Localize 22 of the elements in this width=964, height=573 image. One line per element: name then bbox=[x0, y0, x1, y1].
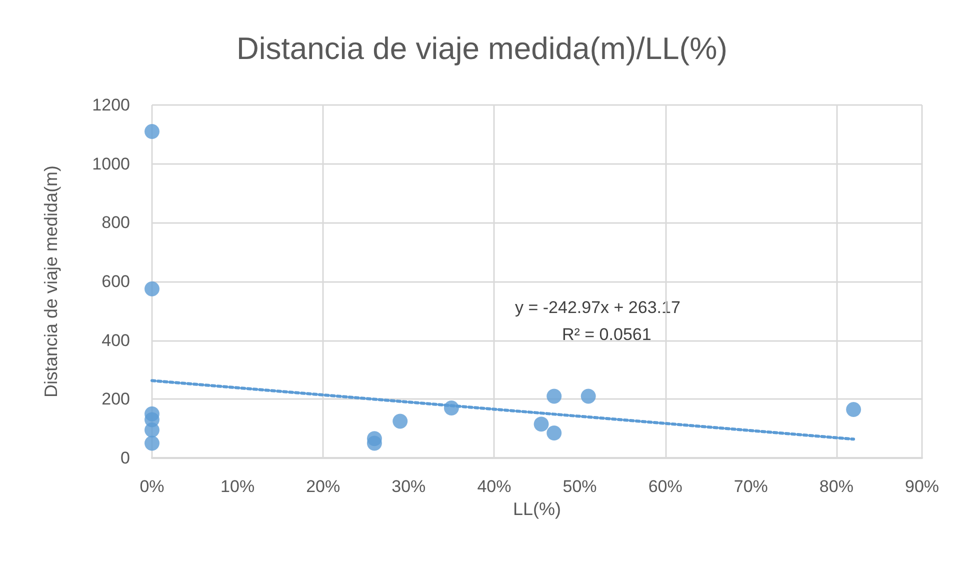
y-tick-label: 400 bbox=[102, 330, 130, 350]
y-tick-label: 200 bbox=[102, 390, 130, 409]
annotation: R² = 0.0561 bbox=[562, 325, 652, 344]
x-tick-label: 40% bbox=[477, 477, 512, 496]
y-tick-label: 800 bbox=[102, 213, 130, 232]
x-tick-label: 50% bbox=[562, 477, 597, 496]
x-tick-label: 60% bbox=[648, 477, 682, 496]
x-tick-label: 70% bbox=[734, 477, 768, 496]
x-tick-label: 30% bbox=[392, 477, 426, 496]
chart-title: Distancia de viaje medida(m)/LL(%) bbox=[236, 31, 728, 66]
x-tick-label: 0% bbox=[140, 477, 164, 496]
y-tick-label: 1000 bbox=[92, 154, 130, 174]
x-tick-label: 20% bbox=[306, 477, 340, 496]
x-tick-label: 10% bbox=[220, 477, 255, 496]
y-axis-title: Distancia de viaje medida(m) bbox=[41, 165, 61, 398]
x-tick-label: 80% bbox=[819, 477, 854, 496]
annotation: y = -242.97x + 263.17 bbox=[515, 298, 680, 317]
y-tick-label: 1200 bbox=[92, 96, 130, 114]
y-tick-label: 600 bbox=[102, 272, 130, 291]
x-tick-label: 90% bbox=[904, 477, 940, 496]
y-tick-label: 0 bbox=[120, 448, 130, 468]
x-axis-title: LL(%) bbox=[512, 499, 562, 519]
